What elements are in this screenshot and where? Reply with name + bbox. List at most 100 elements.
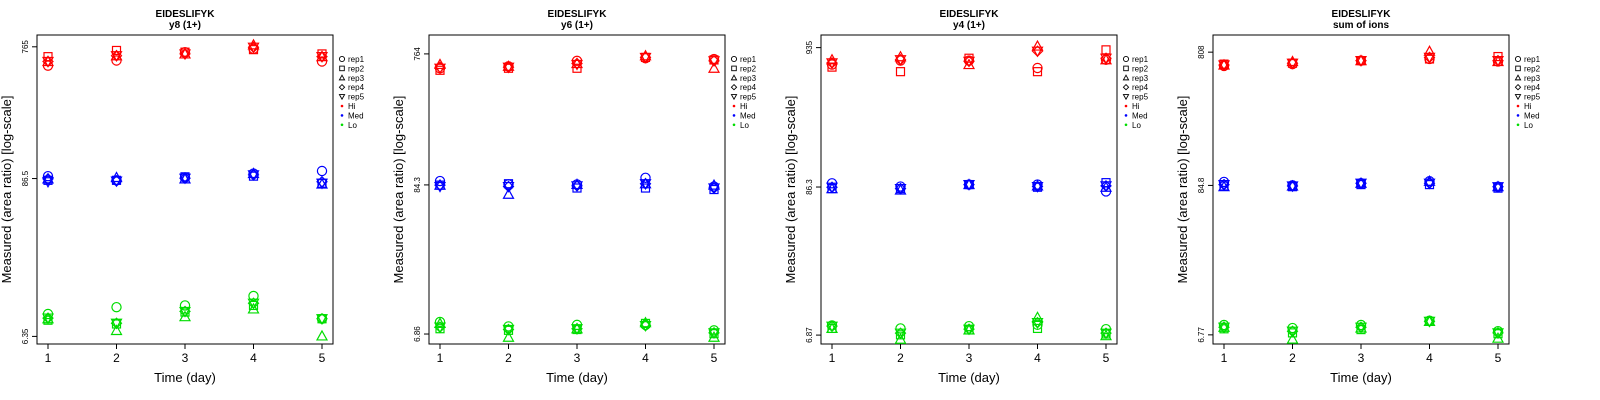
data-point-lo-rep5	[639, 321, 652, 332]
x-tick-label: 5	[1495, 351, 1502, 365]
chart-title: EIDESLIFYK	[156, 9, 216, 20]
x-tick-label: 3	[574, 351, 581, 365]
y-axis-label: Measured (area ratio) [log-scale]	[783, 96, 798, 284]
data-point-med-rep5	[178, 173, 192, 185]
x-tick-label: 5	[319, 351, 326, 365]
plot-frame	[1212, 34, 1510, 345]
legend-marker-rep1	[1514, 55, 1522, 63]
data-point-hi-rep5	[639, 52, 652, 64]
legend-label: Hi	[740, 102, 748, 111]
data-point-med-rep5	[1286, 181, 1299, 193]
x-tick-label: 4	[1034, 351, 1041, 365]
data-point-med-rep5	[639, 179, 652, 190]
legend-label: rep3	[348, 74, 365, 83]
data-point-hi-rep2	[111, 45, 122, 56]
data-point-hi-rep5	[315, 52, 329, 63]
data-point-hi-rep1	[316, 56, 328, 67]
data-point-hi-rep3	[502, 60, 515, 71]
data-point-hi-rep2	[1032, 67, 1043, 77]
legend-label: Hi	[1524, 102, 1532, 111]
legend-label: Med	[348, 111, 364, 120]
legend-label: rep1	[348, 55, 365, 64]
legend-dot-lo	[340, 123, 344, 127]
data-point-hi-rep5	[1354, 56, 1368, 67]
data-point-lo-rep5	[825, 321, 839, 333]
data-point-lo-rep5	[707, 328, 721, 340]
legend-dot-med	[732, 114, 736, 117]
data-point-lo-rep5	[894, 328, 907, 340]
data-point-hi-rep5	[1286, 58, 1299, 70]
data-point-hi-rep5	[178, 49, 192, 61]
data-point-lo-rep5	[1423, 316, 1436, 328]
data-point-med-rep5	[110, 176, 123, 188]
legend-marker-rep4	[338, 83, 346, 91]
data-point-lo-rep5	[962, 324, 976, 336]
legend-label: rep2	[1132, 64, 1149, 73]
legend-marker-rep5	[1514, 94, 1522, 101]
legend-marker-rep1	[730, 55, 738, 63]
legend-dot-lo	[1516, 123, 1520, 127]
legend-dot-hi	[1124, 104, 1128, 108]
legend-dot-hi	[340, 104, 344, 108]
data-point-lo-rep5	[1491, 328, 1505, 340]
x-tick-label: 1	[45, 351, 52, 365]
data-point-hi-rep5	[41, 56, 55, 68]
chart-subtitle: y8 (1+)	[169, 20, 201, 31]
data-point-lo-rep5	[1099, 328, 1113, 340]
legend-marker-rep4	[730, 83, 738, 91]
data-point-med-rep4	[316, 175, 328, 188]
chart-subtitle: y6 (1+)	[561, 20, 593, 31]
data-point-lo-rep3	[247, 302, 260, 314]
y-tick-label: 6.77	[1197, 327, 1206, 343]
data-point-med-rep5	[433, 181, 447, 193]
y-tick-label: 765	[21, 40, 30, 54]
data-point-lo-rep5	[110, 318, 123, 330]
x-tick-label: 4	[642, 351, 649, 365]
y-tick-label: 84.3	[413, 177, 422, 193]
data-point-med-rep5	[1423, 178, 1436, 190]
data-point-med-rep4	[434, 179, 446, 191]
y-tick-label: 764	[413, 47, 422, 61]
data-point-lo-rep5	[502, 324, 515, 336]
x-tick-label: 3	[966, 351, 973, 365]
x-axis-label: Time (day)	[938, 370, 1000, 385]
legend-marker-rep4	[1514, 83, 1522, 91]
data-point-hi-rep5	[1217, 60, 1231, 72]
data-point-med-rep3	[433, 178, 447, 190]
y-tick-label: 86.5	[21, 170, 30, 186]
data-point-hi-rep5	[707, 56, 721, 68]
y-axis-label: Measured (area ratio) [log-scale]	[391, 96, 406, 284]
data-point-lo-rep3	[315, 329, 329, 341]
data-point-med-rep5	[1217, 179, 1231, 191]
chart-title: EIDESLIFYK	[548, 9, 608, 20]
data-point-med-rep5	[1099, 181, 1113, 193]
data-point-hi-rep5	[1491, 56, 1505, 67]
legend-label: rep2	[740, 64, 757, 73]
data-point-med-rep1	[434, 175, 446, 187]
chart-subtitle: y4 (1+)	[953, 20, 985, 31]
legend-label: Hi	[348, 102, 356, 111]
data-point-hi-rep3	[1031, 39, 1044, 51]
data-point-lo-rep3	[894, 333, 907, 344]
data-point-hi-rep5	[1423, 52, 1436, 64]
x-tick-label: 3	[182, 351, 189, 365]
legend-label: rep3	[1524, 74, 1541, 83]
data-point-hi-rep5	[1031, 46, 1044, 58]
data-point-med-rep3	[41, 172, 55, 184]
y-tick-label: 808	[1197, 45, 1206, 59]
legend-label: rep2	[348, 64, 365, 73]
data-point-med-rep5	[315, 178, 329, 190]
legend-dot-med	[1516, 114, 1520, 117]
legend-label: rep5	[1132, 93, 1149, 102]
legend-label: rep5	[1524, 93, 1541, 102]
data-point-lo-rep3	[178, 310, 192, 322]
legend-label: rep4	[740, 83, 757, 92]
data-point-hi-rep1	[111, 55, 122, 66]
y-axis-label: Measured (area ratio) [log-scale]	[0, 96, 14, 284]
x-tick-label: 1	[1221, 351, 1228, 365]
x-tick-label: 2	[505, 351, 512, 365]
data-point-hi-rep5	[502, 62, 515, 74]
legend-label: rep3	[740, 74, 757, 83]
x-tick-label: 2	[1289, 351, 1296, 365]
